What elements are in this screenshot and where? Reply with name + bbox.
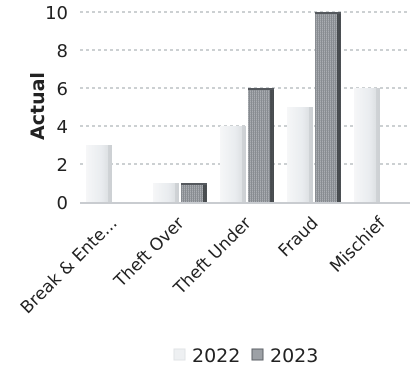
bar-edge [242, 126, 246, 202]
bar-top [315, 12, 341, 14]
bar-2022-4 [354, 88, 380, 202]
gridlines [80, 11, 410, 165]
y-tick-label: 8 [57, 41, 68, 62]
bar [220, 126, 246, 202]
legend-label: 2022 [192, 345, 240, 367]
bar [248, 88, 274, 202]
bars [86, 12, 380, 202]
bar-edge [175, 183, 179, 202]
bar [86, 145, 112, 202]
legend-item-2023: 2023 [251, 345, 318, 367]
y-axis-title: Actual [27, 72, 49, 140]
legend-label: 2023 [270, 345, 318, 367]
y-tick-label: 6 [57, 79, 68, 100]
legend: 2022 2023 [173, 345, 318, 367]
y-tick-label: 4 [57, 117, 68, 138]
bar-edge [376, 88, 380, 202]
legend-swatch [173, 348, 186, 361]
bar-edge [337, 12, 341, 202]
y-tick-label: 0 [57, 193, 68, 214]
legend-item-2022: 2022 [173, 345, 240, 367]
x-tick-label: Break & Ente... [17, 213, 122, 318]
bar-top [248, 88, 274, 90]
bar-edge [203, 183, 207, 202]
bar [181, 183, 207, 202]
y-tick-label: 2 [57, 155, 68, 176]
y-axis-ticks: 0 2 4 6 8 10 [45, 3, 68, 214]
bar [315, 12, 341, 202]
bar-2022-1 [153, 183, 179, 202]
y-tick-label: 10 [45, 3, 68, 24]
bar-2022-2 [220, 126, 246, 202]
bar-edge [108, 145, 112, 202]
bar-2023-2 [248, 88, 274, 202]
bar-2023-1 [181, 183, 207, 202]
legend-swatch [251, 348, 264, 361]
bar-edge [309, 107, 313, 202]
bar-2023-3 [315, 12, 341, 202]
bar [354, 88, 380, 202]
x-tick-label: Mischief [326, 213, 390, 277]
bar-2022-0 [86, 145, 112, 202]
bar-top [181, 183, 207, 185]
bar [287, 107, 313, 202]
bar-2022-3 [287, 107, 313, 202]
x-tick-label: Fraud [275, 213, 323, 261]
bar [153, 183, 179, 202]
bar-edge [270, 88, 274, 202]
